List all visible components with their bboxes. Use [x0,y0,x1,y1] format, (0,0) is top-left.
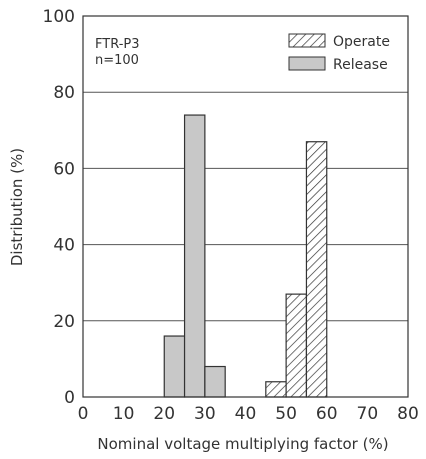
sample-annotation: n=100 [95,53,139,68]
bar-release-30 [204,365,226,398]
bar-release-25 [183,114,206,398]
x-tick-70: 70 [357,404,379,424]
x-tick-0: 0 [78,404,89,424]
legend-label-operate: Operate [333,34,390,50]
legend-swatch-release [288,56,326,71]
legend-label-release: Release [333,57,388,73]
plot-frame [82,15,409,398]
bar-release-20 [163,335,186,398]
x-axis-label: Nominal voltage multiplying factor (%) [97,435,388,453]
x-tick-60: 60 [316,404,338,424]
x-tick-80: 80 [397,404,419,424]
x-tick-20: 20 [153,404,175,424]
x-tick-labels: 0 10 20 30 40 50 60 70 80 [78,404,419,424]
x-tick-40: 40 [235,404,257,424]
y-tick-60: 60 [53,159,75,179]
bars [163,114,328,398]
y-tick-40: 40 [53,236,75,256]
y-tick-0: 0 [64,388,75,408]
x-tick-50: 50 [275,404,297,424]
x-tick-10: 10 [113,404,135,424]
y-axis-label: Distribution (%) [8,148,26,266]
y-tick-20: 20 [53,312,75,332]
x-tick-30: 30 [194,404,216,424]
product-annotation: FTR-P3 [95,37,140,52]
bar-operate-45 [265,381,287,398]
y-tick-labels: 0 20 40 60 80 100 [43,7,75,408]
grid-lines [83,91,408,322]
bar-operate-55 [305,141,328,398]
bar-operate-50 [285,293,308,398]
y-tick-100: 100 [43,7,75,27]
legend: Operate Release [288,33,390,73]
legend-swatch-operate [288,33,326,48]
y-tick-80: 80 [53,83,75,103]
